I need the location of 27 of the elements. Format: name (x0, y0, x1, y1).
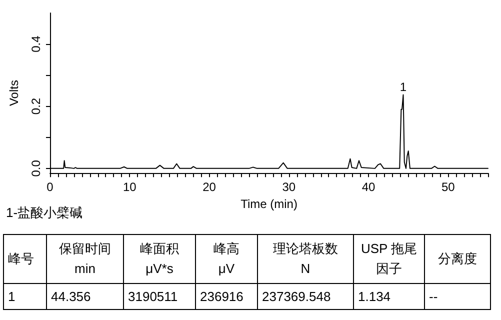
text: 1-盐酸小檗碱 (6, 204, 83, 222)
text: 237369.548 (262, 288, 332, 306)
x-tick-label: 50 (442, 180, 456, 194)
x-tick-label: 30 (282, 180, 296, 194)
x-tick-label: 10 (122, 180, 137, 194)
text: 峰号 (8, 250, 35, 268)
x-tick-label: 40 (362, 180, 376, 194)
text: 44.356 (51, 288, 92, 306)
text: 3190511 (128, 288, 179, 306)
y-tick-label: 0.2 (29, 98, 43, 115)
text: 理论塔板数 N (272, 240, 339, 278)
text: 1.134 (358, 288, 392, 306)
y-tick-label: 0.0 (29, 160, 43, 177)
text: 1 (8, 288, 16, 306)
text: 236916 (200, 288, 244, 306)
x-tick-label: 0 (46, 180, 54, 194)
y-axis-title: Volts (7, 80, 21, 106)
x-axis-title: Time (min) (240, 197, 298, 211)
annotation: 1 (400, 80, 407, 94)
text: -- (429, 288, 439, 306)
x-tick-label: 20 (202, 180, 216, 194)
text: 峰面积 μV*s (139, 240, 180, 278)
text: 分离度 (437, 250, 478, 268)
text: 保留时间 min (58, 240, 112, 278)
text: USP 拖尾因子 (360, 240, 418, 278)
y-tick-label: 0.4 (29, 35, 43, 52)
text: 峰高 μV (212, 240, 240, 278)
